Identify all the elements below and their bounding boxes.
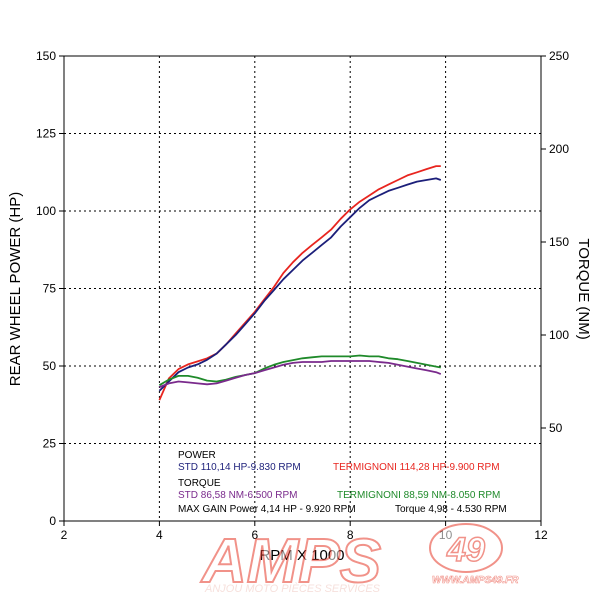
- x-axis-title: RPM X 1000: [259, 547, 344, 564]
- logo-badge: 49: [446, 531, 485, 569]
- y-left-tick-label-25: 25: [43, 437, 57, 451]
- y-right-tick-label-50: 50: [549, 421, 563, 435]
- y-left-tick-label-150: 150: [36, 49, 56, 63]
- y-left-tick-label-50: 50: [43, 359, 57, 373]
- legend-max-gain-power: MAX GAIN Power 4,14 HP - 9.920 RPM: [178, 504, 356, 515]
- y-axis-title-left: REAR WHEEL POWER (HP): [7, 192, 24, 386]
- y-right-tick-label-150: 150: [549, 235, 569, 249]
- series-line-2: [158, 354, 441, 386]
- series-lines: [158, 165, 442, 401]
- series-line-3: [159, 360, 442, 388]
- x-tick-label-4: 4: [156, 528, 163, 542]
- logo-tagline: ANJOU MOTO PIÈCES SERVICES: [204, 582, 381, 595]
- y-right-tick-label-250: 250: [549, 49, 569, 63]
- x-tick-label-12: 12: [534, 528, 548, 542]
- y-left-tick-label-125: 125: [36, 127, 56, 141]
- legend-torque-title: TORQUE: [178, 478, 221, 489]
- y-left-tick-label-0: 0: [49, 514, 56, 528]
- amps-logo-watermark: AMPS 49 ANJOU MOTO PIÈCES SERVICES WWW.A…: [199, 523, 520, 597]
- legend-std-torque: STD 86,58 NM-6.500 RPM: [178, 490, 298, 501]
- y-left-tick-label-100: 100: [36, 204, 56, 218]
- logo-badge-shape: [429, 523, 503, 573]
- x-tick-label-8: 8: [347, 528, 354, 542]
- legend-max-gain-torque: Torque 4,98 - 4.530 RPM: [395, 504, 507, 515]
- series-line-0: [158, 165, 441, 401]
- y-right-tick-label-100: 100: [549, 328, 569, 342]
- legend-term-power: TERMIGNONI 114,28 HP-9.900 RPM: [333, 462, 500, 473]
- legend-std-power: STD 110,14 HP-9.830 RPM: [178, 462, 301, 473]
- x-tick-label-2: 2: [61, 528, 68, 542]
- series-line-1: [158, 177, 442, 392]
- y-right-tick-label-200: 200: [549, 142, 569, 156]
- y-left-tick-label-75: 75: [43, 282, 57, 296]
- logo-text: AMPS: [200, 527, 381, 596]
- logo-url: WWW.AMPS49.FR: [432, 575, 519, 586]
- legend-power-title: POWER: [178, 450, 216, 461]
- legend: POWER STD 110,14 HP-9.830 RPM TERMIGNONI…: [178, 450, 507, 515]
- y-axis-title-right: TORQUE (NM): [575, 238, 592, 339]
- x-tick-label-6: 6: [251, 528, 258, 542]
- legend-term-torque: TERMIGNONI 88,59 NM-8.050 RPM: [337, 490, 500, 501]
